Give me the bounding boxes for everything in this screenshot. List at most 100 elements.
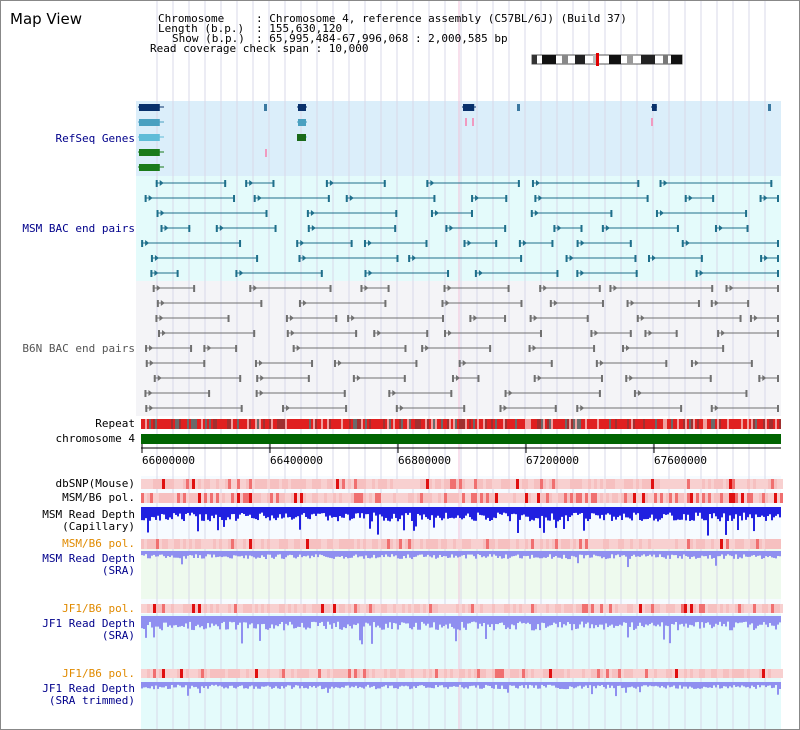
heat-cell: [567, 479, 570, 489]
repeat-segment: [141, 419, 143, 429]
depth-bar: [245, 682, 247, 689]
depth-bar: [245, 616, 247, 623]
heat-cell: [432, 669, 435, 678]
heat-cell: [441, 479, 444, 489]
track-label-jf1-b6-pol-1[interactable]: JF1/B6 pol.: [62, 602, 135, 615]
depth-bar: [547, 507, 549, 521]
bac-end-mark: [156, 210, 159, 217]
heat-cell: [243, 493, 246, 503]
depth-bar: [413, 507, 415, 531]
heat-cell: [252, 604, 255, 613]
track-label-jf1-depth-sra[interactable]: JF1 Read Depth: [42, 617, 135, 630]
depth-bar: [727, 551, 729, 555]
track-label-msm-bac[interactable]: MSM BAC end pairs: [22, 222, 135, 235]
depth-bar: [323, 551, 325, 557]
track-label-msm-depth-cap[interactable]: MSM Read Depth: [42, 508, 135, 521]
depth-bar: [565, 682, 567, 690]
track-label-jf1-depth-trim[interactable]: JF1 Read Depth: [42, 682, 135, 695]
depth-bar: [369, 507, 371, 529]
repeat-segment: [627, 419, 629, 429]
depth-bar: [179, 682, 181, 686]
depth-bar: [715, 682, 717, 688]
depth-bar: [575, 616, 577, 629]
heat-cell: [285, 493, 288, 503]
repeat-segment: [409, 419, 411, 429]
repeat-segment: [595, 419, 597, 429]
repeat-segment: [605, 419, 607, 429]
depth-bar: [285, 551, 287, 558]
heat-cell: [417, 479, 420, 489]
heat-cell: [420, 493, 423, 503]
bac-end-mark: [450, 390, 453, 397]
heat-cell: [570, 493, 573, 503]
depth-bar: [213, 616, 215, 626]
heat-cell: [753, 604, 756, 613]
depth-bar: [451, 682, 453, 687]
depth-bar: [325, 551, 327, 557]
bac-end-mark: [441, 315, 444, 322]
heat-cell: [531, 604, 534, 613]
track-label-msm-b6-pol-2[interactable]: MSM/B6 pol.: [62, 537, 135, 550]
heat-cell: [318, 493, 321, 503]
repeat-segment: [683, 419, 685, 429]
depth-bar: [427, 551, 429, 555]
heat-cell: [336, 493, 339, 503]
depth-bar: [715, 616, 717, 624]
depth-bar: [733, 616, 735, 628]
depth-bar: [541, 551, 543, 559]
depth-bar: [387, 551, 389, 557]
depth-bar: [261, 682, 263, 687]
ideogram-band: [542, 55, 556, 64]
depth-bar: [327, 507, 329, 521]
depth-bar: [577, 616, 579, 629]
track-label-refseq[interactable]: RefSeq Genes: [55, 132, 135, 145]
track-label-jf1-b6-pol-2[interactable]: JF1/B6 pol.: [62, 667, 135, 680]
depth-bar: [681, 551, 683, 559]
heat-cell: [750, 479, 753, 489]
depth-bar: [483, 507, 485, 516]
bac-end-arrow: [629, 375, 634, 381]
heat-cell: [543, 539, 546, 549]
heat-cell: [750, 669, 753, 678]
repeat-segment: [717, 419, 719, 429]
depth-bar: [653, 551, 655, 555]
depth-bar: [383, 616, 385, 630]
depth-bar: [483, 682, 485, 688]
heat-cell: [534, 669, 537, 678]
depth-bar: [693, 551, 695, 557]
depth-bar: [333, 616, 335, 624]
heat-cell: [744, 493, 747, 503]
repeat-segment: [517, 419, 519, 429]
repeat-segment: [679, 419, 681, 429]
heat-cell: [225, 604, 228, 613]
repeat-segment: [465, 419, 467, 429]
depth-bar: [479, 682, 481, 689]
depth-bar: [203, 616, 205, 630]
depth-bar: [751, 507, 753, 519]
bac-end-mark: [777, 255, 779, 262]
track-label-msm-depth-sra[interactable]: MSM Read Depth: [42, 552, 135, 565]
depth-bar: [665, 507, 667, 515]
bac-end-mark: [777, 240, 779, 247]
depth-bar: [405, 616, 407, 624]
track-label-msm-b6-pol-1[interactable]: MSM/B6 pol.: [62, 491, 135, 504]
bac-end-mark: [745, 210, 748, 217]
track-label-b6n-bac[interactable]: B6N BAC end pairs: [22, 342, 135, 355]
bac-end-arrow: [148, 195, 153, 201]
repeat-segment: [419, 419, 421, 429]
depth-bar: [375, 507, 377, 516]
track-label-dbsnp[interactable]: dbSNP(Mouse): [55, 477, 135, 490]
depth-bar: [179, 551, 181, 559]
depth-bar: [355, 507, 357, 514]
depth-bar: [493, 551, 495, 555]
heat-cell: [207, 669, 210, 678]
depth-bar: [681, 507, 683, 520]
repeat-segment: [643, 419, 645, 429]
depth-bar: [765, 551, 767, 557]
depth-bar: [699, 507, 701, 513]
depth-bar: [185, 551, 187, 559]
depth-bar: [737, 551, 739, 559]
bac-end-mark: [760, 255, 763, 262]
depth-bar: [295, 682, 297, 686]
